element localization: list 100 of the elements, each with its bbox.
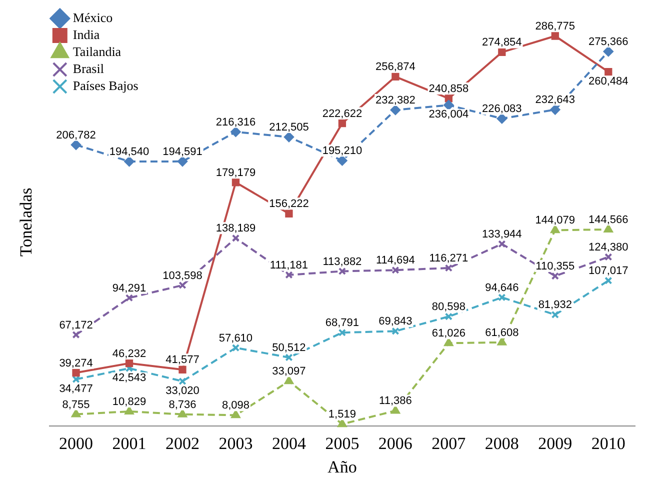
point <box>338 419 347 428</box>
point <box>178 377 186 386</box>
data-label: 275,366 <box>588 36 628 48</box>
data-label: 8,755 <box>62 398 90 411</box>
data-label: 286,775 <box>535 20 576 33</box>
data-label: 240,858 <box>428 83 469 96</box>
point <box>392 72 400 81</box>
data-label: 195,210 <box>322 145 362 158</box>
x-tick-label: 2004 <box>272 434 306 453</box>
point <box>497 337 506 346</box>
data-label: 46,232 <box>112 348 146 360</box>
data-label: 274,854 <box>482 36 522 49</box>
point <box>71 140 82 150</box>
data-label: 156,222 <box>269 198 309 210</box>
point <box>125 359 134 368</box>
point <box>550 104 560 115</box>
data-label: 68,791 <box>325 317 360 330</box>
data-label: 194,540 <box>109 146 150 158</box>
point <box>285 271 293 279</box>
point <box>390 105 400 116</box>
data-label: 94,646 <box>485 282 519 294</box>
x-tick-label: 2001 <box>112 434 146 453</box>
point <box>604 276 612 284</box>
data-label: 80,598 <box>432 301 466 314</box>
point <box>72 409 80 418</box>
legend-label: México <box>72 10 113 25</box>
data-label: 67,172 <box>59 319 93 332</box>
point <box>550 225 560 234</box>
data-label: 144,566 <box>588 214 628 226</box>
data-label: 61,026 <box>432 328 466 340</box>
point <box>178 281 186 290</box>
data-label: 222,622 <box>322 108 362 120</box>
point <box>392 266 400 274</box>
data-label: 144,079 <box>535 214 576 227</box>
legend-label: India <box>72 26 100 42</box>
point <box>498 240 506 248</box>
point <box>72 330 80 339</box>
data-label: 34,477 <box>59 382 93 395</box>
data-label: 1,519 <box>328 408 356 421</box>
point <box>444 312 452 320</box>
point <box>498 48 506 56</box>
x-tick-label: 2010 <box>591 434 626 453</box>
point <box>178 409 187 418</box>
point <box>551 32 559 40</box>
x-tick-label: 2006 <box>378 434 412 453</box>
data-label: 114,694 <box>376 254 415 267</box>
point <box>124 156 134 166</box>
x-axis-title: Año <box>328 457 357 476</box>
x-tick-label: 2007 <box>432 434 466 453</box>
data-label: 212,505 <box>269 122 309 134</box>
data-label: 216,316 <box>216 116 256 128</box>
data-label: 69,843 <box>378 316 412 328</box>
x-tick-label: 2003 <box>218 434 253 453</box>
point <box>337 156 348 166</box>
data-label: 232,382 <box>376 94 416 107</box>
data-label: 116,271 <box>429 252 468 265</box>
point <box>232 178 240 186</box>
data-label: 81,932 <box>538 299 572 312</box>
point <box>551 272 559 280</box>
point <box>444 338 454 346</box>
data-label: 94,291 <box>112 282 146 294</box>
point <box>444 264 452 272</box>
data-label: 57,610 <box>218 332 253 344</box>
data-label: 111,181 <box>270 259 308 272</box>
data-label: 256,874 <box>376 61 416 74</box>
point <box>338 119 346 128</box>
data-label: 103,598 <box>162 270 202 282</box>
data-label: 11,386 <box>379 395 412 408</box>
data-label: 107,017 <box>588 265 628 278</box>
point <box>285 210 293 218</box>
legend-label: Brasil <box>72 60 104 76</box>
data-label: 8,098 <box>222 400 250 412</box>
data-label: 41,577 <box>166 354 200 366</box>
legend-label: Tailandia <box>72 44 122 59</box>
x-tick-label: 2000 <box>59 434 94 453</box>
data-label: 194,591 <box>162 146 202 158</box>
data-label: 10,829 <box>112 396 146 408</box>
point <box>604 253 612 261</box>
point <box>230 126 241 137</box>
data-label: 133,944 <box>482 228 522 240</box>
data-label: 33,020 <box>166 384 200 397</box>
point <box>604 68 612 76</box>
data-label: 124,380 <box>588 241 628 254</box>
point <box>444 94 452 102</box>
legend-label: Países Bajos <box>72 78 138 93</box>
point <box>551 310 559 319</box>
point <box>496 114 507 124</box>
x-tick-label: 2002 <box>165 434 200 453</box>
point <box>232 234 240 242</box>
point <box>444 100 454 110</box>
point <box>338 267 346 276</box>
x-tick-label: 2008 <box>484 434 519 453</box>
point <box>72 368 80 377</box>
point <box>498 294 506 302</box>
point <box>232 344 240 352</box>
point <box>177 156 188 166</box>
point <box>178 366 186 374</box>
data-label: 39,274 <box>59 357 93 370</box>
point <box>284 132 294 142</box>
x-tick-label: 2005 <box>325 434 360 453</box>
